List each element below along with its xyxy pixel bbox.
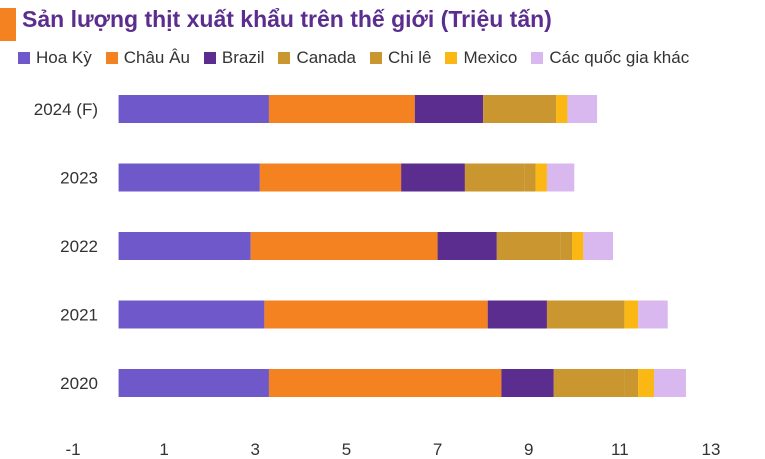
category-label: 2022 xyxy=(60,237,98,256)
chart-title: Sản lượng thịt xuất khẩu trên thế giới (… xyxy=(22,6,552,32)
chart-legend: Hoa Kỳ Châu Âu Brazil Canada Chi lê Mexico Các… xyxy=(18,48,689,68)
legend-label: Hoa Kỳ xyxy=(36,48,92,67)
bar-segment xyxy=(572,232,584,260)
bar-segment xyxy=(638,369,655,397)
bar-segment xyxy=(524,163,536,192)
legend-item: Chi lê xyxy=(370,48,431,68)
legend-item: Mexico xyxy=(445,48,517,68)
bar-segment xyxy=(654,369,686,397)
title-accent-bar xyxy=(0,8,16,41)
legend-swatch xyxy=(18,52,30,64)
bar-segment xyxy=(553,369,625,397)
x-tick-label: 13 xyxy=(702,440,721,459)
x-tick-label: 1 xyxy=(159,440,168,459)
category-label: 2021 xyxy=(60,306,98,325)
x-tick-label: -1 xyxy=(65,440,80,459)
bar-segment xyxy=(483,95,557,123)
bar-segment xyxy=(414,95,484,123)
x-tick-label: 9 xyxy=(524,440,533,459)
bar-segment xyxy=(638,300,668,329)
bar-segment xyxy=(501,369,554,397)
bar-segment xyxy=(259,163,402,192)
bar-segment xyxy=(546,300,625,329)
bar-segment xyxy=(487,300,547,329)
legend-swatch xyxy=(370,52,382,64)
legend-swatch xyxy=(105,52,118,64)
bar-segment xyxy=(118,232,251,260)
bar-segment xyxy=(583,232,614,260)
x-tick-label: 5 xyxy=(342,440,351,459)
bar-segment xyxy=(567,95,598,123)
bar-segment xyxy=(118,163,260,192)
legend-item: Brazil xyxy=(203,48,265,68)
bar-segment xyxy=(401,163,465,192)
bar-segment xyxy=(546,163,575,192)
legend-label: Brazil xyxy=(221,48,265,67)
bar-segment xyxy=(624,300,639,329)
bar-segment xyxy=(268,95,415,123)
legend-item: Canada xyxy=(278,48,356,68)
legend-swatch xyxy=(278,52,291,64)
category-label: 2020 xyxy=(60,374,98,393)
bar-segment xyxy=(624,369,639,397)
category-label: 2023 xyxy=(60,169,98,188)
x-tick-label: 11 xyxy=(611,440,629,459)
x-tick-label: 3 xyxy=(251,440,260,459)
bar-segment xyxy=(437,232,497,260)
bar-segment xyxy=(268,369,502,397)
bar-segment xyxy=(118,369,269,397)
legend-item: Hoa Kỳ xyxy=(18,48,92,68)
legend-label: Canada xyxy=(296,48,356,67)
bar-segment xyxy=(496,232,561,260)
bar-segment xyxy=(556,95,568,123)
bar-segment xyxy=(118,300,265,329)
legend-item: Các quốc gia khác xyxy=(531,48,689,68)
bar-segment xyxy=(118,95,269,123)
legend-swatch xyxy=(203,52,216,64)
category-label: 2024 (F) xyxy=(34,100,98,119)
x-tick-label: 7 xyxy=(433,440,442,459)
bar-segment xyxy=(560,232,573,260)
legend-label: Chi lê xyxy=(388,48,432,67)
bar-segment xyxy=(464,163,525,192)
legend-label: Mexico xyxy=(463,48,518,67)
bar-segment xyxy=(535,163,547,192)
bar-segment xyxy=(264,300,488,329)
legend-label: Châu Âu xyxy=(123,48,190,67)
legend-swatch xyxy=(531,52,544,64)
legend-label: Các quốc gia khác xyxy=(549,48,690,67)
legend-item: Châu Âu xyxy=(105,48,190,68)
bar-segment xyxy=(250,232,438,260)
legend-swatch xyxy=(445,52,458,64)
